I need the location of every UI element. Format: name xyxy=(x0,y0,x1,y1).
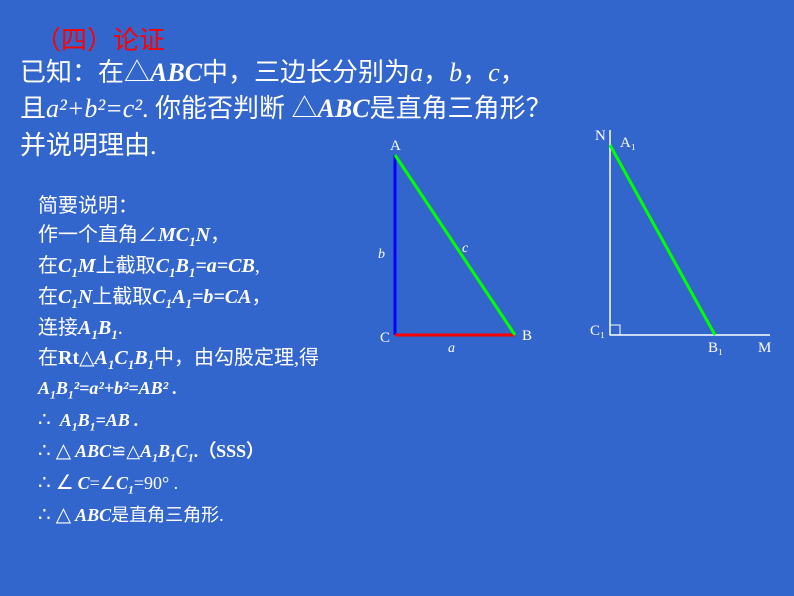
label-side-c: c xyxy=(462,241,469,256)
label-b-vertex: B xyxy=(522,328,532,344)
text: 中，三边长分别为 xyxy=(202,58,410,87)
comma: ， xyxy=(462,58,488,87)
text: 在 xyxy=(38,347,58,369)
text: 已知：在△ xyxy=(20,58,150,87)
proof-line: ∴ ∠C=∠C1=90° . xyxy=(38,468,264,500)
text: 在 xyxy=(38,286,58,308)
rt: Rt xyxy=(58,347,79,369)
label-m: M xyxy=(758,340,771,356)
text: 上截取 xyxy=(96,255,156,277)
proof-line: ∴ △ABC≌△A1B1C1.（SSS） xyxy=(38,436,264,468)
text: △ xyxy=(79,347,94,369)
exp-line: 作一个直角∠MC1N， xyxy=(38,221,378,252)
var-b: b xyxy=(449,58,462,87)
seg: C1B1=a=CB xyxy=(156,255,255,277)
exp-line: 在Rt△A1C1B1中，由勾股定理,得 xyxy=(38,344,378,375)
text: , xyxy=(255,255,260,277)
side-c xyxy=(395,155,515,335)
text: 是直角三角形？ xyxy=(370,94,552,123)
text: 作一个直角∠ xyxy=(38,224,158,246)
exp-line: 连接A1B1. xyxy=(38,314,378,345)
label-side-a: a xyxy=(448,341,455,356)
tri: A1C1B1 xyxy=(95,347,155,369)
abc: ABC xyxy=(318,94,370,123)
exp-line: 简要说明： xyxy=(38,192,378,221)
var-a: a xyxy=(410,58,423,87)
exp-line: 在C1M上截取C1B1=a=CB, xyxy=(38,252,378,283)
exp-line: 在C1N上截取C1A1=b=CA， xyxy=(38,283,378,314)
comma: ， xyxy=(423,58,449,87)
text: 在 xyxy=(38,255,58,277)
mc1n: MC1N xyxy=(158,224,210,246)
text: 上截取 xyxy=(92,286,152,308)
triangles-diagram: A B C a b c A₁ C₁ B₁ M N xyxy=(340,130,780,390)
seg: C1N xyxy=(58,286,92,308)
text: . xyxy=(118,317,123,339)
hypotenuse xyxy=(610,145,715,335)
right-angle-mark xyxy=(610,325,620,335)
seg: C1M xyxy=(58,255,96,277)
proof-line: A1B1²=a²+b²=AB² . xyxy=(38,375,264,405)
text: 且 xyxy=(20,94,46,123)
label-a1: A₁ xyxy=(620,135,636,151)
explanation-block: 简要说明： 作一个直角∠MC1N， 在C1M上截取C1B1=a=CB, 在C1N… xyxy=(38,192,378,375)
text: 并说明理由. xyxy=(20,131,157,160)
label-n: N xyxy=(595,130,606,144)
text: 中，由勾股定理,得 xyxy=(154,347,319,369)
proof-block: A1B1²=a²+b²=AB² . ∴ A1B1=AB . ∴ △ABC≌△A1… xyxy=(38,375,264,531)
label-side-b: b xyxy=(378,247,385,262)
label-c1: C₁ xyxy=(590,323,605,339)
var-c: c xyxy=(488,58,500,87)
section-heading: （四）论证 xyxy=(35,20,165,57)
text: 连接 xyxy=(38,317,78,339)
proof-line: ∴ A1B1=AB . xyxy=(38,405,264,437)
seg: C1A1=b=CA xyxy=(152,286,251,308)
abc: ABC xyxy=(150,58,202,87)
seg: A1B1 xyxy=(78,317,118,339)
label-a-vertex: A xyxy=(390,138,401,154)
text: ， xyxy=(210,224,230,246)
label-b1: B₁ xyxy=(708,340,723,356)
proof-line: ∴ △ABC是直角三角形. xyxy=(38,500,264,531)
comma: ， xyxy=(500,58,526,87)
text: . 你能否判断 △ xyxy=(142,94,318,123)
text: ， xyxy=(251,286,271,308)
label-c-vertex: C xyxy=(380,330,390,346)
equation: a²+b²=c² xyxy=(46,94,142,123)
